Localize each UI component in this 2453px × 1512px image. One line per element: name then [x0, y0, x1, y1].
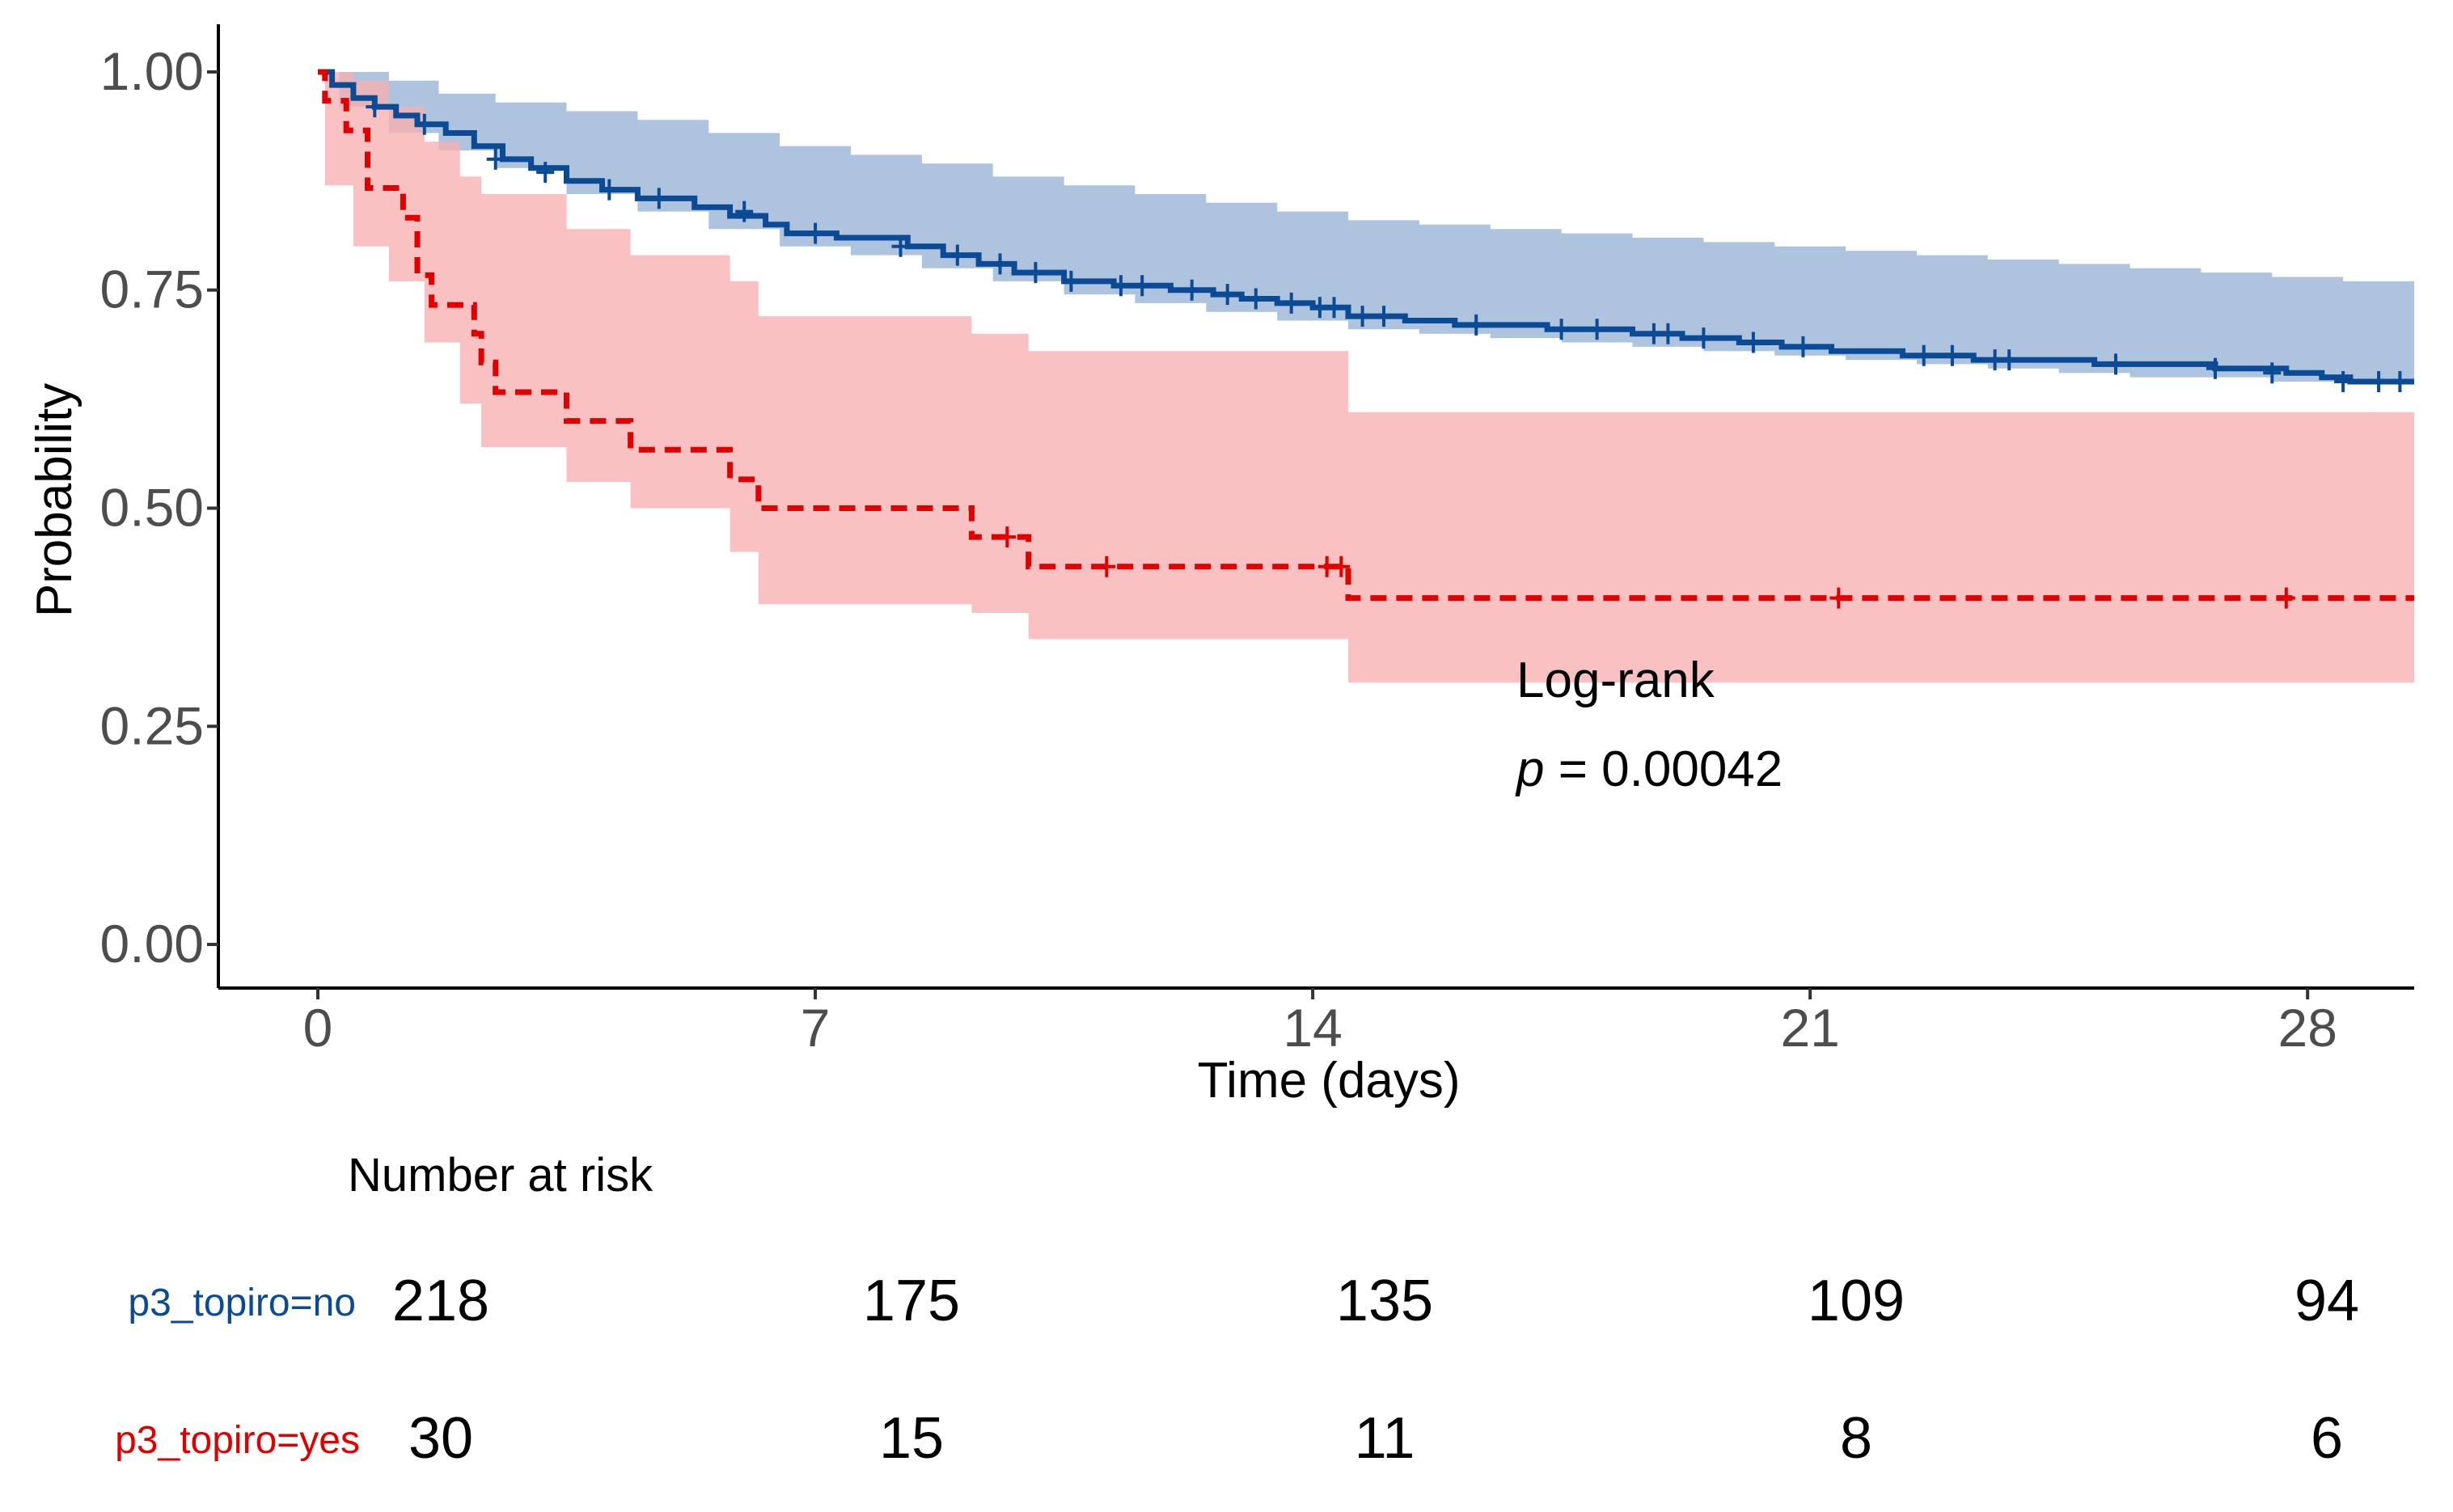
censor-mark-no: [1694, 327, 1713, 349]
p-symbol: p: [1515, 741, 1544, 797]
censor-mark-no: [649, 188, 668, 209]
censor-mark-no: [415, 113, 434, 135]
p-value: p = 0.00042: [1515, 741, 1783, 797]
censor-mark-no: [1794, 336, 1812, 357]
censor-mark-no: [806, 222, 825, 244]
risk-count: 15: [878, 1406, 945, 1471]
x-tick-label: 28: [2277, 998, 2337, 1058]
censor-mark-no: [486, 148, 505, 170]
censor-mark-no: [600, 179, 619, 201]
censor-mark-no: [1246, 288, 1265, 310]
y-tick-label: 0.25: [100, 695, 204, 755]
censor-mark-no: [1467, 314, 1486, 336]
risk-count: 135: [1335, 1269, 1434, 1333]
x-axis-title: Time (days): [1198, 1053, 1461, 1109]
y-tick-label: 0.75: [100, 260, 204, 319]
risk-count: 8: [1839, 1406, 1873, 1471]
censor-mark-no: [2334, 371, 2353, 392]
censor-mark-no: [991, 253, 1009, 275]
km-plot: 0.00 0.25 0.50 0.75 1.00 0 7 14 21 28 Time (days) P…: [27, 24, 2414, 1109]
risk-count: 109: [1807, 1269, 1905, 1333]
censor-mark-no: [366, 96, 384, 118]
censor-mark-no: [1744, 332, 1762, 353]
censor-mark-no: [1588, 319, 1606, 340]
censor-mark-no: [1659, 323, 1677, 344]
x-tick-label: 7: [801, 998, 831, 1058]
censor-mark-yes: [2277, 587, 2295, 609]
y-tick-label: 1.00: [100, 41, 204, 101]
y-tick-label: 0.50: [100, 478, 204, 538]
censor-mark-yes: [1332, 555, 1351, 577]
confidence-band-yes: [318, 72, 2414, 683]
risk-count: 94: [2294, 1269, 2360, 1333]
censor-mark-no: [1182, 279, 1201, 301]
censor-mark-no: [1552, 319, 1571, 340]
risk-count: 11: [1354, 1406, 1415, 1471]
censor-mark-yes: [1829, 587, 1848, 609]
x-tick-label: 0: [303, 998, 333, 1058]
censor-mark-no: [1026, 262, 1045, 284]
censor-mark-yes: [1098, 555, 1116, 577]
logrank-label: Log-rank: [1516, 653, 1715, 708]
censor-mark-no: [1218, 284, 1237, 306]
censor-mark-no: [2107, 353, 2125, 375]
censor-mark-no: [2206, 357, 2224, 379]
y-axis-title: Probability: [27, 383, 82, 617]
survival-curves: [318, 69, 2414, 602]
risk-row-label: p3_topiro=yes: [115, 1419, 360, 1462]
confidence-bands: [318, 72, 2414, 683]
censor-mark-no: [1914, 344, 1933, 366]
censor-mark-no: [1375, 306, 1393, 327]
axes: 0.00 0.25 0.50 0.75 1.00 0 7 14 21 28 Time (days) P…: [27, 24, 2414, 1109]
censor-mark-no: [735, 201, 754, 222]
censor-mark-no: [891, 235, 910, 257]
censor-mark-no: [536, 162, 555, 184]
risk-count: 175: [862, 1269, 961, 1333]
censor-mark-no: [2000, 349, 2019, 371]
censor-mark-no: [1111, 275, 1130, 297]
confidence-band-no: [318, 72, 2414, 386]
risk-row-label: p3_topiro=no: [128, 1282, 356, 1324]
risk-count: 218: [391, 1269, 490, 1333]
censor-mark-no: [948, 244, 966, 266]
survival-line-no: [318, 69, 2414, 385]
risk-count: 6: [2310, 1406, 2344, 1471]
censor-mark-no: [2263, 362, 2282, 384]
censor-mark-yes: [998, 526, 1017, 548]
y-tick-label: 0.00: [100, 914, 204, 974]
censor-mark-no: [1943, 344, 1961, 366]
censor-mark-no: [1282, 292, 1301, 314]
risk-table-title: Number at risk: [348, 1149, 653, 1202]
p-value-text: = 0.00042: [1544, 741, 1783, 797]
survival-line-yes: [318, 69, 2414, 602]
censor-mark-no: [1133, 275, 1152, 297]
censor-mark-no: [1325, 297, 1343, 319]
x-tick-label: 21: [1780, 998, 1839, 1058]
censor-mark-no: [1062, 270, 1081, 292]
censor-mark-no: [1353, 306, 1372, 327]
x-tick-label: 14: [1283, 998, 1342, 1058]
censor-mark-no: [2370, 371, 2388, 392]
censor-mark-no: [2391, 371, 2409, 392]
risk-count: 30: [408, 1406, 474, 1471]
censor-marks: [366, 96, 2409, 609]
logrank-annotation: Log-rank p = 0.00042: [1515, 653, 1783, 797]
